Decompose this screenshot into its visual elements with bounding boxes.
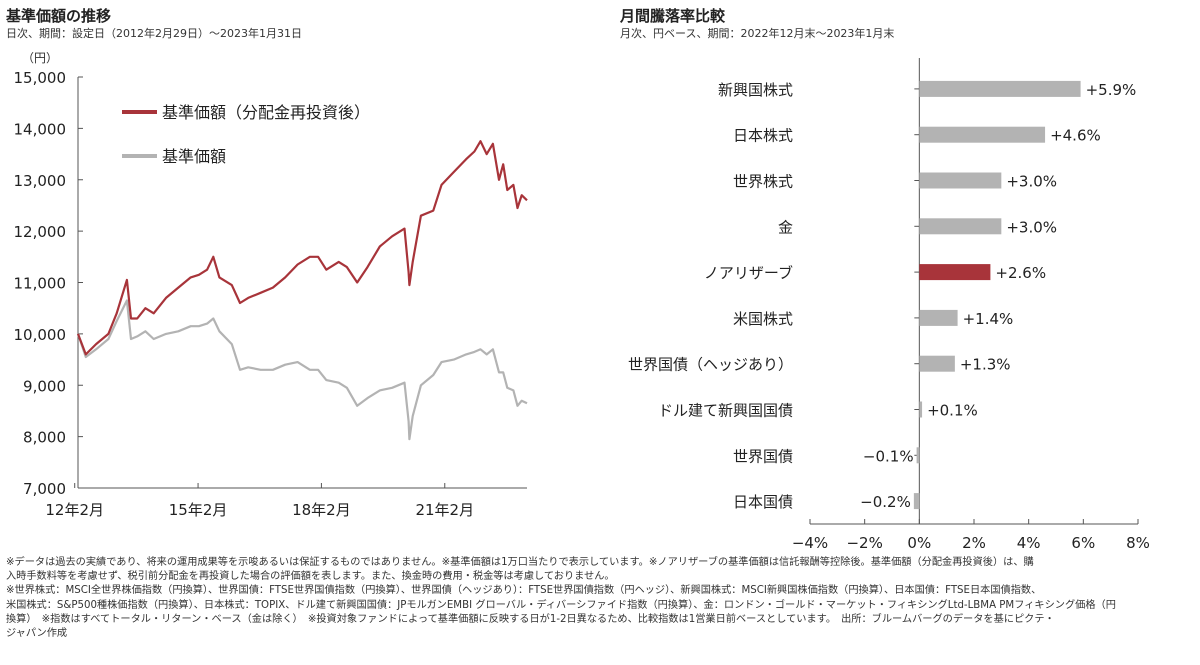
- right-chart-title: 月間騰落率比較: [620, 7, 726, 25]
- value-label: +2.6%: [995, 264, 1046, 282]
- category-label: 新興国株式: [718, 81, 793, 99]
- footnote-line: ※データは過去の実績であり、将来の運用成果等を示唆あるいは保証するものではありま…: [6, 557, 1034, 568]
- y-axis-unit-label: （円）: [22, 51, 58, 65]
- value-label: +1.3%: [960, 356, 1011, 374]
- footnote-line: 入時手数料等を考慮せず、税引前分配金を再投資した場合の評価額を表します。また、換…: [6, 571, 615, 583]
- bar: [919, 401, 923, 418]
- value-label: +5.9%: [1086, 81, 1137, 99]
- left-chart-title: 基準価額の推移: [6, 7, 112, 25]
- y-tick-label: 9,000: [23, 377, 66, 395]
- value-label: +1.4%: [963, 310, 1014, 328]
- category-label: 日本国債: [733, 493, 793, 511]
- series-line-nav: [76, 299, 528, 441]
- x-tick-label: 15年2月: [169, 501, 228, 519]
- y-tick-label: 13,000: [14, 172, 67, 190]
- bar: [919, 218, 1002, 235]
- bar: [919, 80, 1081, 97]
- x-tick-label: −4%: [792, 534, 828, 552]
- value-label: +4.6%: [1050, 127, 1101, 145]
- y-tick-label: 14,000: [14, 120, 67, 138]
- right-chart-subtitle: 月次、円ベース、期間：2022年12月末～2023年1月末: [620, 27, 895, 40]
- series-line-nav-reinvested: [76, 140, 528, 356]
- bar: [919, 309, 958, 326]
- bar: [913, 493, 920, 510]
- category-label: 世界株式: [733, 173, 793, 191]
- x-tick-label: 8%: [1126, 534, 1150, 552]
- bar: [919, 172, 1002, 189]
- footnote-line: 米国株式：S&P500種株価指数（円換算）、日本株式：TOPIX、ドル建て新興国…: [6, 599, 1116, 611]
- category-label: 金: [778, 218, 793, 236]
- footnote-line: 換算） ※指数はすべてトータル・リターン・ベース（金は除く） ※投資対象ファンド…: [6, 613, 1055, 625]
- category-label: ドル建て新興国国債: [658, 402, 793, 420]
- bar: [919, 126, 1046, 143]
- value-label: +3.0%: [1006, 173, 1057, 191]
- x-tick-label: 0%: [907, 534, 931, 552]
- bar: [916, 447, 920, 464]
- y-tick-label: 8,000: [23, 429, 66, 447]
- category-label: 日本株式: [733, 127, 793, 145]
- x-tick-label: 6%: [1071, 534, 1095, 552]
- footnotes: ※データは過去の実績であり、将来の運用成果等を示唆あるいは保証するものではありま…: [6, 556, 1194, 641]
- legend-label: 基準価額（分配金再投資後）: [162, 103, 370, 122]
- bar: [919, 264, 991, 281]
- x-tick-label: 12年2月: [45, 501, 104, 519]
- left-chart-subtitle: 日次、期間：設定日（2012年2月29日）～2023年1月31日: [6, 27, 302, 40]
- category-label: 世界国債: [733, 447, 793, 465]
- x-tick-label: 18年2月: [292, 501, 351, 519]
- x-tick-label: −2%: [846, 534, 882, 552]
- y-tick-label: 12,000: [14, 223, 67, 241]
- value-label: +0.1%: [927, 402, 978, 420]
- value-label: −0.1%: [863, 447, 914, 465]
- monthly-return-bar-chart: −4% −2% 0% 2% 4% 6% 8% 新興国株式 +5.9% 日本株式 +4.6% 世界株式 +…: [628, 58, 1150, 552]
- category-label: 世界国債（ヘッジあり）: [628, 356, 793, 374]
- category-label: 米国株式: [733, 310, 793, 328]
- value-label: +3.0%: [1006, 218, 1057, 236]
- category-label: ノアリザーブ: [704, 264, 793, 282]
- x-tick-label: 21年2月: [415, 501, 474, 519]
- value-label: −0.2%: [860, 493, 911, 511]
- bar: [919, 355, 955, 372]
- y-tick-label: 15,000: [14, 69, 67, 87]
- y-tick-label: 11,000: [14, 275, 67, 293]
- legend-label: 基準価額: [162, 147, 226, 166]
- nav-line-chart: （円） 7,000 8,000 9,000 10,000 11,000 12,000 13,0…: [14, 51, 528, 519]
- x-tick-label: 4%: [1017, 534, 1041, 552]
- footnote-line: ※世界株式：MSCI全世界株価指数（円換算）、世界国債：FTSE世界国債指数（円…: [6, 585, 1042, 597]
- footnote-line: ジャパン作成: [6, 628, 68, 640]
- x-tick-label: 2%: [962, 534, 986, 552]
- y-tick-label: 7,000: [23, 480, 66, 498]
- y-tick-label: 10,000: [14, 326, 67, 344]
